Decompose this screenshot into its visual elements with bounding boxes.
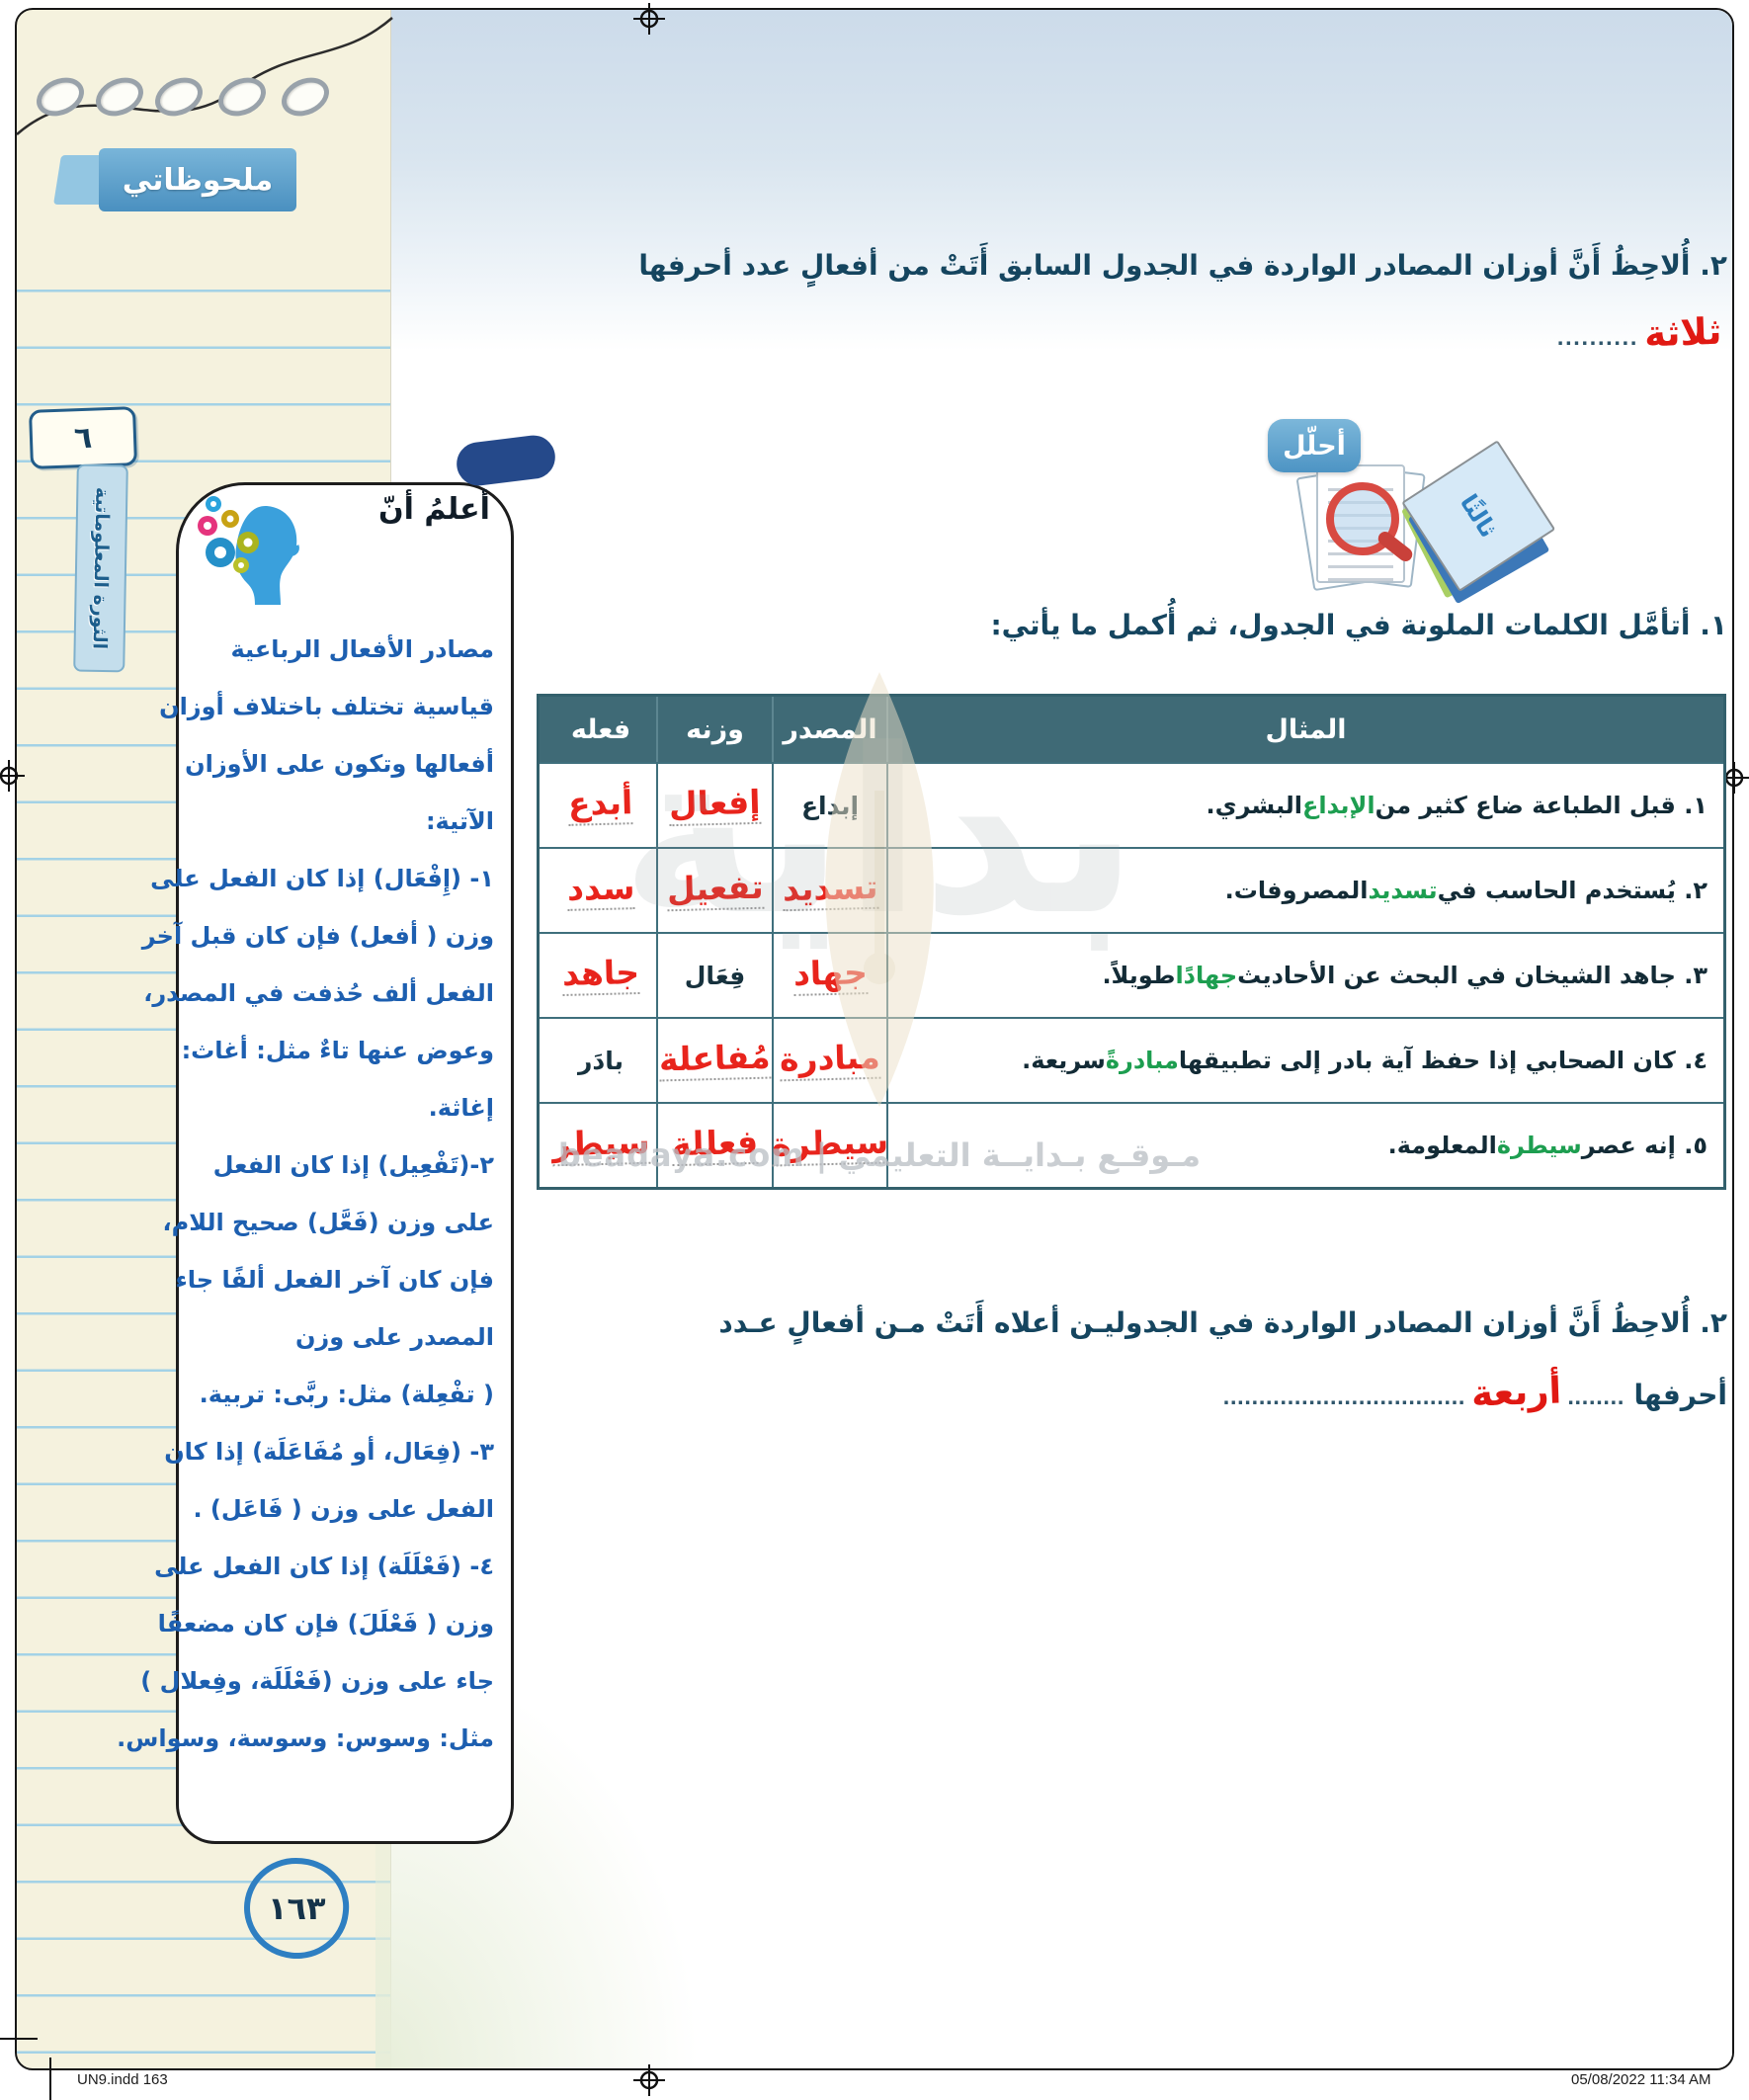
analyze-documents-icon bbox=[1295, 457, 1426, 592]
example-cell: ٢. يُستخدم الحاسب في تسديد المصروفات. bbox=[888, 849, 1723, 932]
registration-mark-icon bbox=[633, 3, 665, 35]
crop-mark bbox=[0, 2038, 38, 2040]
know-box-line: ٣- (فِعَال، أو مُفَاعَلَة) إذا كان bbox=[164, 1438, 494, 1466]
know-box-line: جاء على وزن (فَعْلَلَة، وفِعلال ) bbox=[140, 1667, 494, 1695]
know-box-line: وعوض عنها تاءٌ مثل: أغاث: bbox=[181, 1037, 494, 1064]
verb-cell: أبدع bbox=[545, 764, 658, 847]
know-box-line: إغاثة. bbox=[428, 1094, 494, 1122]
thirdly-label: ثالثًا bbox=[1455, 489, 1503, 543]
footer-timestamp: 05/08/2022 11:34 AM bbox=[1571, 2071, 1711, 2088]
verb-cell: سدد bbox=[545, 849, 658, 932]
know-box-line: ٤- (فَعْلَلَة) إذا كان الفعل على bbox=[154, 1553, 494, 1580]
colored-word: تسديد bbox=[1368, 876, 1438, 904]
wazn-cell: مُفاعلة bbox=[658, 1019, 774, 1102]
verb-cell: سيطر bbox=[545, 1104, 658, 1187]
colored-word: الإبداع bbox=[1302, 791, 1375, 819]
know-box-line: الفعل على وزن ( فَاعَل) . bbox=[193, 1495, 494, 1523]
unit-title: الثورة المعلوماتية bbox=[88, 486, 114, 650]
dotted-blank: ........ bbox=[1566, 1387, 1624, 1409]
colored-word: جهادًا bbox=[1175, 961, 1238, 989]
question-examine-colored-words: ١. أتأمَّل الكلمات الملونة في الجدول، ثم… bbox=[990, 609, 1727, 641]
question-observe-both-tables: ٢. أُلاحِظُ أَنَّ أوزان المصادر الواردة … bbox=[718, 1306, 1727, 1339]
colored-word: سيطرة bbox=[1496, 1131, 1582, 1159]
unit-number-tab: ٦ bbox=[28, 406, 138, 469]
question-answer-line-2: أحرفها ........أربعة....................… bbox=[514, 1369, 1749, 1415]
know-box-line: ١- (إِفْعَال) إذا كان الفعل على bbox=[150, 865, 494, 892]
masdar-table: المثال المصدر وزنه فعله ١. قبل الطباعة ض… bbox=[537, 694, 1726, 1190]
know-box-line: المصدر على وزن bbox=[294, 1323, 494, 1351]
handwritten-answer-three: ثلاثة bbox=[1642, 309, 1722, 356]
gear-icon bbox=[198, 516, 217, 536]
analyze-badge-label: أحلّل bbox=[1283, 430, 1346, 462]
gear-icon bbox=[206, 538, 235, 567]
column-header-wazn: وزنه bbox=[658, 697, 774, 762]
wazn-cell: فِعَال bbox=[658, 934, 774, 1017]
column-header-masdar: المصدر bbox=[774, 697, 888, 762]
column-header-example: المثال bbox=[1265, 714, 1347, 745]
table-header-row: المثال المصدر وزنه فعله bbox=[540, 697, 1723, 762]
answer-prefix: أحرفها bbox=[1633, 1379, 1727, 1411]
know-box-line: أفعالها وتكون على الأوزان bbox=[185, 750, 494, 778]
page-number: ١٦٣ bbox=[267, 1890, 326, 1927]
handwritten-answer-four: أربعة bbox=[1470, 1369, 1562, 1415]
analyze-badge: أحلّل bbox=[1268, 419, 1361, 472]
question-answer-line: ثلاثة.......... bbox=[514, 309, 1749, 356]
know-box-line: وزن ( فَعْلَلَ) فإن كان مضعفًا bbox=[157, 1610, 494, 1638]
know-box-line: مصادر الأفعال الرباعية bbox=[230, 635, 495, 663]
know-box-line: قياسية تختلف باختلاف أوزان bbox=[159, 693, 494, 720]
example-cell: ١. قبل الطباعة ضاع كثير من الإبداع البشر… bbox=[888, 764, 1723, 847]
know-box-line: الفعل ألف حُذفت في المصدر، bbox=[143, 979, 494, 1007]
footer-file-name: UN9.indd 163 bbox=[77, 2071, 168, 2088]
unit-number: ٦ bbox=[73, 420, 93, 456]
crop-mark bbox=[49, 2058, 51, 2100]
wazn-cell: فعللة bbox=[658, 1104, 774, 1187]
table-row: ٥. إنه عصر سيطرة المعلومة. سيطرة فعللة س… bbox=[540, 1102, 1723, 1187]
masdar-cell: جهاد bbox=[774, 934, 888, 1017]
know-box-body: مصادر الأفعال الرباعية قياسية تختلف باختل… bbox=[117, 621, 495, 1767]
verb-cell: جاهد bbox=[545, 934, 658, 1017]
gear-icon bbox=[237, 532, 259, 553]
table-row: ٤. كان الصحابي إذا حفظ آية بادر إلى تطبي… bbox=[540, 1017, 1723, 1102]
gear-icon bbox=[221, 510, 239, 528]
example-cell: ٤. كان الصحابي إذا حفظ آية بادر إلى تطبي… bbox=[888, 1019, 1723, 1102]
masdar-cell: إبداع bbox=[774, 764, 888, 847]
magnifier-icon bbox=[1326, 482, 1399, 555]
know-box-line: فإن كان آخر الفعل ألفًا جاء bbox=[175, 1266, 494, 1294]
gear-icon bbox=[233, 557, 249, 573]
my-notes-ribbon: ملحوظاتي bbox=[53, 148, 296, 211]
column-header-verb: فعله bbox=[545, 697, 658, 762]
masdar-cell: مبادرة bbox=[774, 1019, 888, 1102]
know-box-line: مثل: وسوس: وسوسة، وسواس. bbox=[117, 1724, 494, 1752]
know-box bbox=[176, 482, 514, 1844]
masdar-cell: تسديد bbox=[774, 849, 888, 932]
wazn-cell: تفعيل bbox=[658, 849, 774, 932]
know-box-line: وزن ( أفعل) فإن كان قبل آخر bbox=[141, 922, 494, 950]
table-row: ١. قبل الطباعة ضاع كثير من الإبداع البشر… bbox=[540, 762, 1723, 847]
dotted-blank: .......... bbox=[1556, 328, 1638, 350]
table-row: ٢. يُستخدم الحاسب في تسديد المصروفات. تس… bbox=[540, 847, 1723, 932]
know-box-line: ( تفْعِلة) مثل: ربَّى: تربية. bbox=[199, 1381, 494, 1408]
registration-mark-icon bbox=[633, 2064, 665, 2096]
table-row: ٣. جاهد الشيخان في البحث عن الأحاديث جها… bbox=[540, 932, 1723, 1017]
question-observe-previous-table: ٢. أُلاحِظُ أَنَّ أوزان المصادر الواردة … bbox=[638, 249, 1727, 282]
know-box-line: الآتية: bbox=[425, 807, 494, 835]
verb-cell: بادَر bbox=[545, 1019, 658, 1102]
example-cell: ٥. إنه عصر سيطرة المعلومة. bbox=[888, 1104, 1723, 1187]
colored-word: مبادرةً bbox=[1105, 1046, 1179, 1074]
unit-title-banner: الثورة المعلوماتية bbox=[73, 463, 128, 673]
example-cell: ٣. جاهد الشيخان في البحث عن الأحاديث جها… bbox=[888, 934, 1723, 1017]
know-box-line: ٢-(تَفْعِيل) إذا كان الفعل bbox=[212, 1151, 494, 1179]
wazn-cell: إفعال bbox=[658, 764, 774, 847]
dotted-blank: .................................. bbox=[1222, 1387, 1465, 1409]
know-box-line: على وزن (فَعَّل) صحيح اللام، bbox=[162, 1209, 494, 1236]
masdar-cell: سيطرة bbox=[771, 1104, 889, 1187]
registration-mark-icon bbox=[0, 760, 25, 792]
my-notes-label: ملحوظاتي bbox=[122, 162, 274, 198]
head-gears-icon bbox=[196, 494, 312, 611]
know-box-title: أعلمُ أنّ bbox=[378, 492, 490, 527]
gear-icon bbox=[206, 496, 221, 512]
